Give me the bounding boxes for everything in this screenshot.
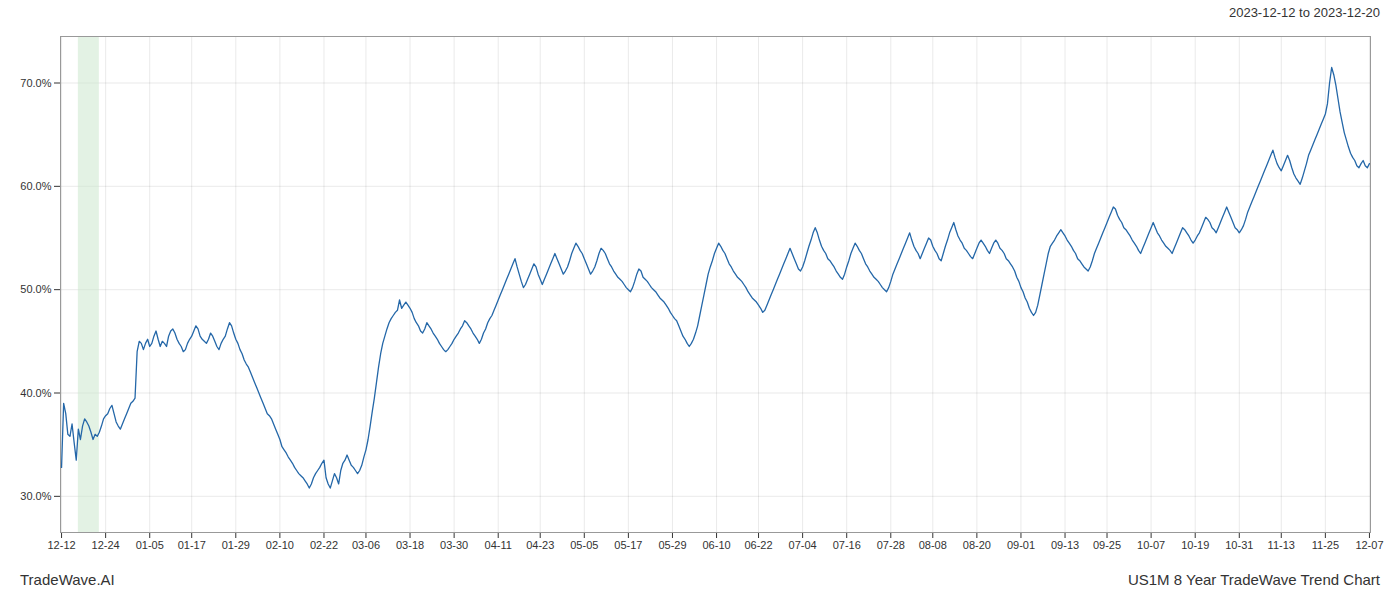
svg-text:05-29: 05-29 xyxy=(658,539,686,551)
svg-text:11-25: 11-25 xyxy=(1312,539,1339,551)
svg-text:09-25: 09-25 xyxy=(1093,539,1121,551)
svg-text:04-23: 04-23 xyxy=(526,539,554,551)
svg-text:08-08: 08-08 xyxy=(919,539,947,551)
svg-text:01-17: 01-17 xyxy=(178,539,206,551)
svg-text:10-31: 10-31 xyxy=(1225,539,1253,551)
svg-text:01-29: 01-29 xyxy=(222,539,250,551)
svg-text:60.0%: 60.0% xyxy=(20,180,51,192)
html-text:US1M 8 Year TradeWave Trend Ch: US1M 8 Year TradeWave Trend Chart xyxy=(1127,570,1380,588)
svg-text:10-19: 10-19 xyxy=(1181,539,1209,551)
svg-text:03-18: 03-18 xyxy=(396,539,424,551)
svg-text:05-17: 05-17 xyxy=(614,539,642,551)
svg-text:11-13: 11-13 xyxy=(1268,539,1295,551)
svg-text:09-13: 09-13 xyxy=(1051,539,1079,551)
svg-text:30.0%: 30.0% xyxy=(20,490,51,502)
svg-text:50.0%: 50.0% xyxy=(20,283,51,295)
svg-text:07-28: 07-28 xyxy=(877,539,905,551)
svg-text:03-30: 03-30 xyxy=(440,539,468,551)
svg-text:02-10: 02-10 xyxy=(266,539,294,551)
svg-text:06-10: 06-10 xyxy=(702,539,730,551)
svg-text:06-22: 06-22 xyxy=(744,539,772,551)
svg-text:03-06: 03-06 xyxy=(352,539,380,551)
svg-text:01-05: 01-05 xyxy=(136,539,164,551)
svg-text:08-20: 08-20 xyxy=(963,539,991,551)
html-text:2023-12-12 to 2023-12-20: 2023-12-12 to 2023-12-20 xyxy=(1228,4,1380,20)
svg-text:12-07: 12-07 xyxy=(1355,539,1383,551)
svg-text:12-12: 12-12 xyxy=(47,539,75,551)
svg-text:09-01: 09-01 xyxy=(1007,539,1035,551)
svg-text:10-07: 10-07 xyxy=(1137,539,1165,551)
svg-text:70.0%: 70.0% xyxy=(20,77,51,89)
svg-text:07-16: 07-16 xyxy=(833,539,861,551)
svg-text:04-11: 04-11 xyxy=(485,539,512,551)
svg-text:02-22: 02-22 xyxy=(310,539,338,551)
svg-text:12-24: 12-24 xyxy=(92,539,120,551)
html-text:TradeWave.AI: TradeWave.AI xyxy=(20,570,115,588)
svg-text:05-05: 05-05 xyxy=(570,539,598,551)
svg-text:40.0%: 40.0% xyxy=(20,387,51,399)
svg-text:07-04: 07-04 xyxy=(789,539,817,551)
